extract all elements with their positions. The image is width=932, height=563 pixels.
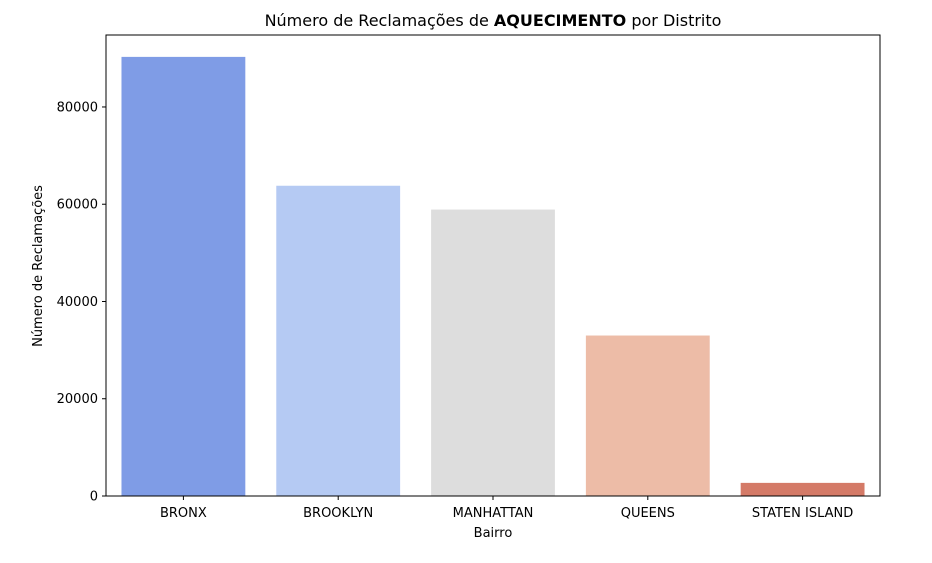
- y-tick-label: 20000: [57, 392, 98, 407]
- bar-bronx: [121, 56, 246, 497]
- x-axis: BRONX BROOKLYN MANHATTAN QUEENS STATEN ISLAN…: [160, 496, 853, 521]
- bar-manhattan: [431, 209, 555, 496]
- x-tick-label: QUEENS: [621, 506, 675, 521]
- bar-queens: [585, 335, 710, 496]
- x-axis-label: Bairro: [474, 526, 513, 541]
- chart-title-bold: AQUECIMENTO: [494, 11, 626, 30]
- y-tick-label: 80000: [57, 100, 98, 115]
- y-tick-label: 0: [90, 490, 98, 505]
- y-tick-label: 40000: [57, 295, 98, 310]
- y-tick-label: 60000: [57, 198, 98, 213]
- chart-title-suffix: por Distrito: [626, 11, 721, 30]
- y-axis-label: Número de Reclamações: [31, 185, 46, 347]
- chart-title: Número de Reclamações de AQUECIMENTO por…: [265, 11, 722, 30]
- x-tick-label: BRONX: [160, 506, 207, 521]
- chart-title-prefix: Número de Reclamações de: [265, 11, 494, 30]
- y-axis: 0 20000 40000 60000 80000: [57, 100, 106, 505]
- bar-brooklyn: [276, 185, 401, 496]
- bars: [121, 56, 865, 497]
- x-tick-label: BROOKLYN: [303, 506, 373, 521]
- x-tick-label: MANHATTAN: [453, 506, 534, 521]
- bar-staten-island: [740, 482, 865, 496]
- x-tick-label: STATEN ISLAND: [752, 506, 853, 521]
